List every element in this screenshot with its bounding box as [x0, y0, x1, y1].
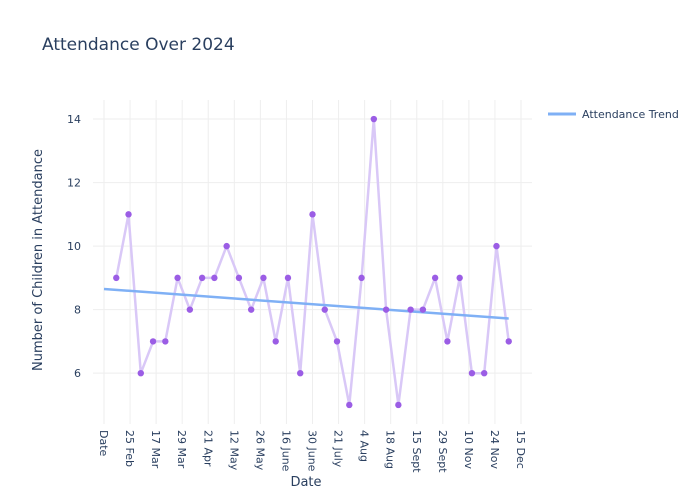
x-tick-label: 24 Nov	[488, 430, 501, 469]
chart-title: Attendance Over 2024	[42, 35, 235, 55]
y-tick-label: 8	[74, 304, 81, 317]
x-tick-label: 15 Sept	[410, 430, 423, 473]
x-tick-label: 15 Dec	[514, 430, 527, 469]
attendance-point[interactable]	[358, 274, 365, 282]
y-axis-ticks: 6 8 10 12 14	[67, 113, 81, 380]
x-tick-label: 4 Aug	[358, 430, 371, 462]
attendance-point[interactable]	[297, 369, 304, 377]
attendance-point[interactable]	[493, 242, 500, 250]
attendance-point[interactable]	[284, 274, 292, 282]
attendance-point[interactable]	[333, 338, 341, 345]
attendance-point[interactable]	[456, 274, 463, 282]
x-tick-label: 18 Aug	[384, 430, 397, 469]
legend[interactable]: Attendance Trend	[548, 108, 679, 121]
attendance-point[interactable]	[346, 401, 353, 409]
x-axis-title: Date	[290, 475, 321, 490]
attendance-point[interactable]	[235, 274, 243, 282]
attendance-point[interactable]	[272, 338, 279, 345]
x-tick-label: 21 July	[332, 430, 345, 468]
attendance-point[interactable]	[174, 274, 181, 282]
attendance-point[interactable]	[382, 306, 390, 313]
attendance-point[interactable]	[468, 369, 476, 377]
y-tick-label: 6	[74, 367, 81, 380]
attendance-point[interactable]	[162, 338, 169, 345]
x-tick-label: 17 Mar	[149, 430, 162, 469]
attendance-point[interactable]	[149, 338, 157, 345]
x-tick-label: 30 June	[306, 430, 319, 472]
attendance-point[interactable]	[309, 211, 316, 218]
y-axis-title: Number of Children in Attendance	[31, 149, 46, 371]
x-tick-label: 25 Feb	[123, 430, 136, 467]
x-axis-ticks: Date 25 Feb 17 Mar 29 Mar 21 Apr 12 May 26 May…	[97, 430, 527, 473]
attendance-point[interactable]	[125, 211, 132, 218]
attendance-point[interactable]	[113, 274, 120, 282]
x-tick-label: 26 May	[253, 430, 266, 471]
attendance-point[interactable]	[247, 306, 255, 313]
attendance-point[interactable]	[186, 306, 194, 313]
attendance-point[interactable]	[137, 369, 144, 377]
attendance-point[interactable]	[370, 115, 378, 123]
attendance-point[interactable]	[321, 306, 328, 313]
x-tick-label: Date	[97, 430, 110, 457]
grid-layer	[93, 100, 532, 424]
y-tick-label: 14	[67, 113, 81, 126]
attendance-point[interactable]	[395, 401, 402, 409]
x-tick-label: 29 Mar	[175, 430, 188, 469]
attendance-point[interactable]	[260, 274, 267, 282]
attendance-point[interactable]	[481, 369, 488, 377]
y-tick-label: 12	[67, 177, 81, 190]
y-tick-label: 10	[67, 240, 81, 253]
attendance-point[interactable]	[223, 242, 230, 250]
legend-trend-label: Attendance Trend	[582, 108, 679, 121]
attendance-point[interactable]	[407, 306, 414, 313]
attendance-point[interactable]	[211, 274, 218, 282]
x-tick-label: 29 Sept	[436, 430, 449, 473]
attendance-point[interactable]	[198, 274, 206, 282]
attendance-point[interactable]	[505, 338, 512, 345]
data-layer	[103, 115, 512, 409]
attendance-point[interactable]	[419, 306, 427, 313]
trend-line	[103, 287, 509, 320]
x-tick-label: 10 Nov	[462, 430, 475, 469]
attendance-point[interactable]	[431, 274, 439, 282]
x-tick-label: 16 June	[279, 430, 292, 472]
x-tick-label: 12 May	[227, 430, 240, 471]
attendance-point[interactable]	[444, 338, 451, 345]
x-tick-label: 21 Apr	[201, 430, 214, 467]
